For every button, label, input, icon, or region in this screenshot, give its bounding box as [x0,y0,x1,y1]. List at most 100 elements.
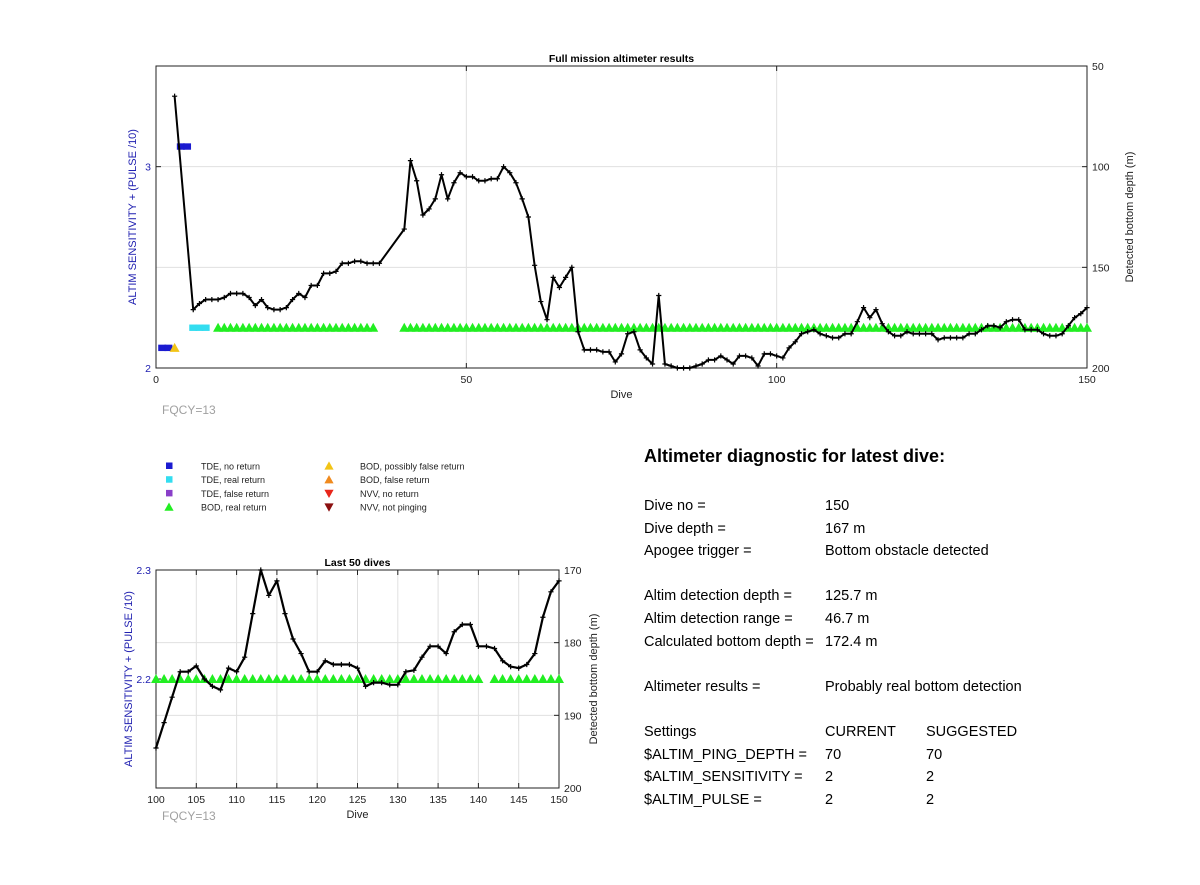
full-mission-depth-point [668,363,674,369]
last-50-bod-real-marker [151,674,161,683]
last-50-xtick-label: 150 [550,794,568,806]
last-50-depth-point [330,661,336,668]
last-50-depth-point [234,669,240,675]
legend-item: BOD, possibly false return [324,461,465,472]
full-mission-depth-point [916,331,923,337]
full-mission-depth-point [612,359,618,365]
last-50-xtick-label: 130 [389,794,407,806]
full-mission-depth-point [1003,319,1009,325]
full-mission-depth-point [929,331,935,337]
legend-item: TDE, false return [166,489,269,499]
last-50-xtick-label: 125 [349,794,367,806]
last-50-bod-real-marker [513,674,524,683]
last-50-depth-point [451,629,457,635]
ping-depth-row: $ALTIM_PING_DEPTH = 70 70 [644,744,1164,767]
full-mission-depth-point [693,363,699,369]
last-50-depth-point [290,636,296,642]
dive-no-value: 150 [825,498,850,514]
full-mission-depth-point [215,296,221,303]
full-mission-depth-point [743,353,749,359]
apogee-trigger-label: Apogee trigger = [644,543,752,560]
last-50-ytick-left-label: 2.2 [136,674,151,686]
full-mission-depth-point [265,305,271,311]
last-50-depth-point [499,658,506,664]
last-50-depth-point [354,665,361,671]
legend-label: TDE, real return [201,475,265,485]
full-mission-depth-point [867,315,873,321]
calculated-bottom-value: 172.4 m [825,633,878,650]
full-mission-depth-point [736,353,743,359]
last-50-depth-point [314,669,320,675]
full-mission-tde-marker [183,143,192,150]
legend-item: TDE, no return [166,462,260,472]
legend-square-icon [166,462,173,469]
ping-depth-label: $ALTIM_PING_DEPTH = [644,746,807,763]
last-50-depth-point [298,650,304,657]
last-50-depth-point [491,645,498,652]
full-mission-depth-point [563,274,569,280]
detection-range-label: Altim detection range = [644,610,793,627]
full-mission-depth-point [407,158,414,164]
full-mission-fqcy-annotation: FQCY=13 [162,403,216,417]
last-50-depth-point [483,643,490,649]
full-mission-depth-point [556,284,563,291]
last-50-depth-point [379,680,385,686]
full-mission-depth-point [898,333,904,339]
legend-label: TDE, no return [201,462,260,472]
last-50-depth-point [209,683,216,689]
full-mission-depth-point [426,206,432,212]
last-50-bod-real-marker [159,674,170,683]
full-mission-depth-point [854,319,860,325]
full-mission-depth-point [451,180,457,186]
last-50-bod-real-marker [167,674,178,683]
full-mission-depth-point [320,270,327,276]
last-50-depth-point [346,661,353,668]
last-50-bod-real-marker [400,674,411,683]
last-50-bod-real-marker [231,674,242,683]
legend-item: TDE, real return [166,475,265,485]
full-mission-ylabel-right: Detected bottom depth (m) [1124,152,1136,283]
legend-triangle-down-icon [324,489,334,498]
last-50-depth-point [225,665,232,671]
last-50-depth-point [274,578,280,584]
full-mission-depth-point [817,331,823,337]
last-50-depth-point [169,694,175,700]
last-50-bod-real-marker [537,674,548,683]
sensitivity-suggested: 2 [926,769,935,786]
full-mission-depth-point [234,290,240,297]
full-mission-depth-point [780,355,786,361]
full-mission-depth-point [786,345,792,351]
full-mission-ytick-right-label: 50 [1092,61,1104,73]
suggested-header: SUGGESTED [926,723,1018,740]
full-mission-depth-point [904,329,910,335]
last-50-xtick-label: 120 [308,794,326,806]
last-50-depth-point [403,669,409,675]
full-mission-depth-point [774,353,780,359]
full-mission-depth-point [358,258,364,264]
full-mission-depth-point [885,329,891,335]
last-50-xtick-label: 135 [429,794,447,806]
last-50-depth-point [467,621,473,628]
full-mission-depth-point [500,164,507,170]
last-50-xtick-label: 115 [269,794,286,806]
last-50-bod-real-marker [336,674,347,683]
full-mission-depth-point [954,335,960,341]
last-50-depth-point [266,592,272,599]
full-mission-depth-point [488,176,494,182]
full-mission-depth-point [805,329,811,335]
last-50-bod-real-marker [344,674,355,683]
sensitivity-current: 2 [825,769,834,786]
full-mission-depth-point [296,290,302,297]
full-mission-depth-point [985,323,991,329]
last-50-bod-real-marker [271,674,282,683]
last-50-depth-point [435,643,441,649]
last-50-bod-real-marker [408,674,419,683]
full-mission-xtick-label: 100 [768,374,786,386]
full-mission-depth-point [1071,315,1078,321]
last-50-bod-real-marker [465,674,476,683]
full-mission-tde-marker [158,344,167,352]
full-mission-depth-point [203,296,209,303]
last-50-bod-real-marker [376,674,387,683]
full-mission-depth-point [1040,331,1047,337]
